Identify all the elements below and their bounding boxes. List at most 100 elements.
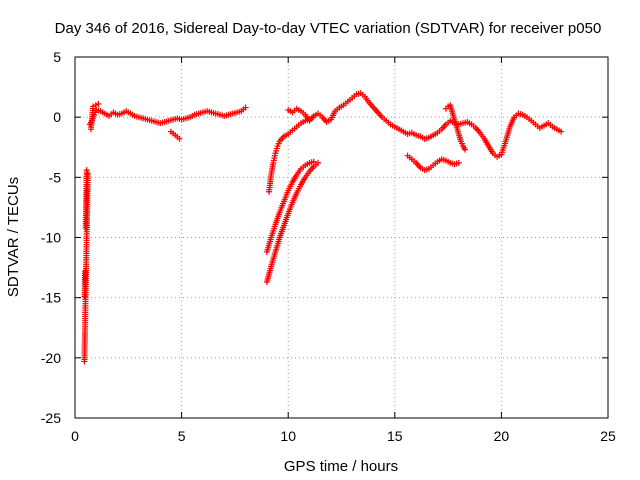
x-tick-label: 25	[600, 428, 616, 444]
data-point	[300, 118, 307, 125]
data-point	[381, 115, 388, 122]
data-point	[398, 127, 405, 134]
data-point	[373, 107, 380, 114]
data-point	[167, 117, 174, 124]
data-point	[331, 110, 338, 117]
data-point	[479, 133, 486, 140]
data-point	[526, 115, 533, 122]
data-point	[445, 158, 452, 165]
data-point	[227, 111, 234, 118]
data-point	[517, 111, 524, 118]
y-tick-label: -10	[41, 230, 61, 246]
data-point	[543, 121, 550, 128]
data-point	[193, 111, 200, 118]
data-point	[428, 133, 435, 140]
data-point	[359, 91, 366, 98]
data-point	[81, 270, 88, 277]
data-point	[271, 251, 278, 258]
data-point	[271, 223, 278, 230]
data-point	[457, 120, 464, 127]
data-point	[197, 109, 204, 116]
data-point	[275, 211, 282, 218]
data-point	[146, 117, 153, 124]
data-point	[369, 102, 376, 109]
y-tick-label: -20	[41, 350, 61, 366]
data-point	[338, 103, 345, 110]
y-tick-label: -25	[41, 410, 61, 426]
plot-frame	[74, 56, 609, 419]
data-point	[304, 161, 311, 168]
data-point	[280, 200, 287, 207]
data-point	[210, 109, 217, 116]
data-point	[142, 115, 149, 122]
data-point	[267, 265, 274, 272]
data-point	[389, 122, 396, 129]
data-point	[496, 152, 503, 159]
data-point	[419, 134, 426, 141]
data-point	[214, 111, 221, 118]
data-point	[291, 125, 298, 132]
data-point	[301, 176, 308, 183]
data-point	[406, 130, 413, 137]
data-point	[125, 109, 132, 116]
data-point	[521, 112, 528, 119]
y-tick-label: -15	[41, 290, 61, 306]
data-point	[484, 141, 491, 148]
data-point	[406, 154, 413, 161]
chart-title: Day 346 of 2016, Sidereal Day-to-day VTE…	[55, 20, 602, 37]
data-point	[295, 121, 302, 128]
x-axis-title: GPS time / hours	[284, 458, 398, 475]
data-point	[325, 117, 332, 124]
x-tick-label: 5	[178, 428, 186, 444]
data-point	[419, 165, 426, 172]
data-point	[551, 124, 558, 131]
data-point	[501, 140, 508, 147]
data-point	[163, 118, 170, 125]
data-point	[436, 128, 443, 135]
data-point	[300, 109, 307, 116]
data-point	[453, 160, 460, 167]
data-point	[334, 106, 341, 113]
data-point	[415, 163, 422, 170]
data-point	[236, 108, 243, 115]
data-point	[271, 152, 278, 159]
data-point	[103, 111, 110, 118]
data-point	[466, 120, 473, 127]
data-point	[159, 119, 166, 126]
data-point	[287, 129, 294, 136]
data-point	[393, 124, 400, 131]
grid	[75, 57, 608, 418]
data-point	[288, 201, 295, 208]
data-point	[364, 97, 371, 104]
data-point	[284, 212, 291, 219]
data-point	[312, 161, 319, 168]
data-point	[432, 160, 439, 167]
data-point	[305, 170, 312, 177]
data-point	[423, 166, 430, 173]
data-point	[415, 132, 422, 139]
data-point	[457, 136, 464, 143]
data-point	[89, 105, 96, 112]
data-point	[276, 236, 283, 243]
data-point	[506, 125, 513, 132]
data-point	[288, 181, 295, 188]
data-point	[402, 129, 409, 136]
data-point	[138, 114, 145, 121]
data-point	[295, 106, 302, 113]
data-point	[492, 152, 499, 159]
data-point	[538, 123, 545, 130]
x-tick-label: 15	[387, 428, 403, 444]
data-point	[240, 106, 247, 113]
data-point	[351, 93, 358, 100]
data-point	[410, 131, 417, 138]
data-point	[129, 111, 136, 118]
data-point	[287, 108, 294, 115]
data-point	[83, 169, 90, 176]
data-point	[510, 116, 517, 123]
data-point	[133, 113, 140, 120]
y-tick-label: 0	[53, 109, 61, 125]
data-point	[291, 107, 298, 114]
data-point	[441, 122, 448, 129]
data-point	[410, 158, 417, 165]
